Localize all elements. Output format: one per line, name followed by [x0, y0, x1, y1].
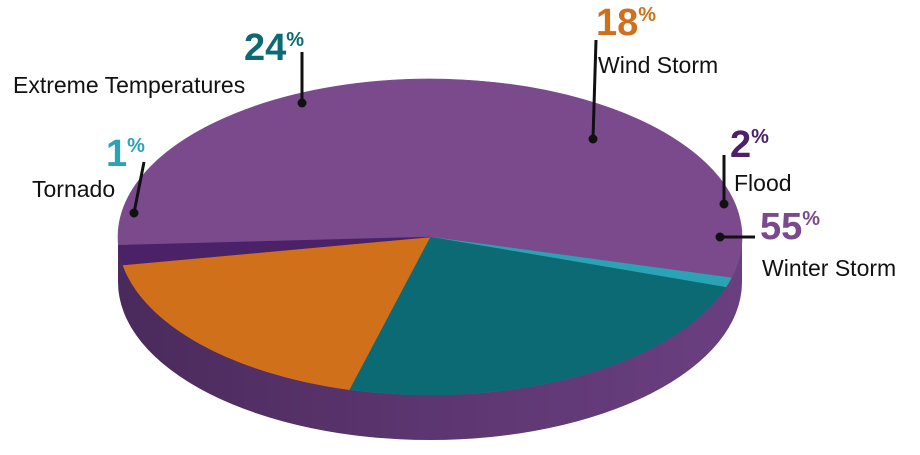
data-label-extreme-temperatures: 24%: [244, 27, 304, 69]
pie-side-wall: [118, 237, 742, 440]
leader-dot-tornado: [129, 208, 139, 218]
leader-dot-extreme-temperatures: [297, 98, 307, 108]
data-label-winter-storm: 55%: [760, 206, 820, 248]
pie-slice-extreme-temperatures: [348, 236, 727, 396]
category-label-tornado: Tornado: [32, 176, 115, 202]
data-label-value-tornado: 1: [106, 133, 127, 175]
data-label-percent-winter-storm: %: [802, 208, 820, 230]
data-label-tornado: 1%: [106, 133, 145, 175]
leader-dot-winter-storm: [715, 232, 725, 242]
data-label-flood: 2%: [730, 124, 769, 166]
data-label-value-winter-storm: 55: [760, 206, 802, 248]
data-label-value-flood: 2: [730, 124, 751, 166]
leader-line-tornado: [132, 161, 146, 214]
data-label-percent-wind-storm: %: [638, 4, 656, 26]
pie-slice-winter-storm: [117, 78, 743, 279]
pie-slice-wind-storm: [122, 236, 431, 390]
pie-slice-flood: [118, 236, 431, 266]
pie-top-group: [117, 78, 743, 396]
category-label-winter-storm: Winter Storm: [762, 255, 896, 281]
data-label-value-wind-storm: 18: [596, 2, 638, 44]
data-label-percent-flood: %: [751, 126, 769, 148]
pie-side-group: [118, 237, 742, 440]
data-label-percent-extreme-temperatures: %: [286, 29, 304, 51]
data-label-wind-storm: 18%: [596, 2, 656, 44]
data-label-percent-tornado: %: [127, 135, 145, 157]
leader-dot-wind-storm: [588, 134, 598, 144]
data-label-value-extreme-temperatures: 24: [244, 27, 286, 69]
category-label-wind-storm: Wind Storm: [598, 52, 718, 78]
leader-line-wind-storm: [591, 39, 598, 140]
category-label-flood: Flood: [734, 170, 792, 196]
category-label-extreme-temperatures: Extreme Temperatures: [13, 72, 245, 98]
leader-dot-flood: [719, 199, 729, 209]
